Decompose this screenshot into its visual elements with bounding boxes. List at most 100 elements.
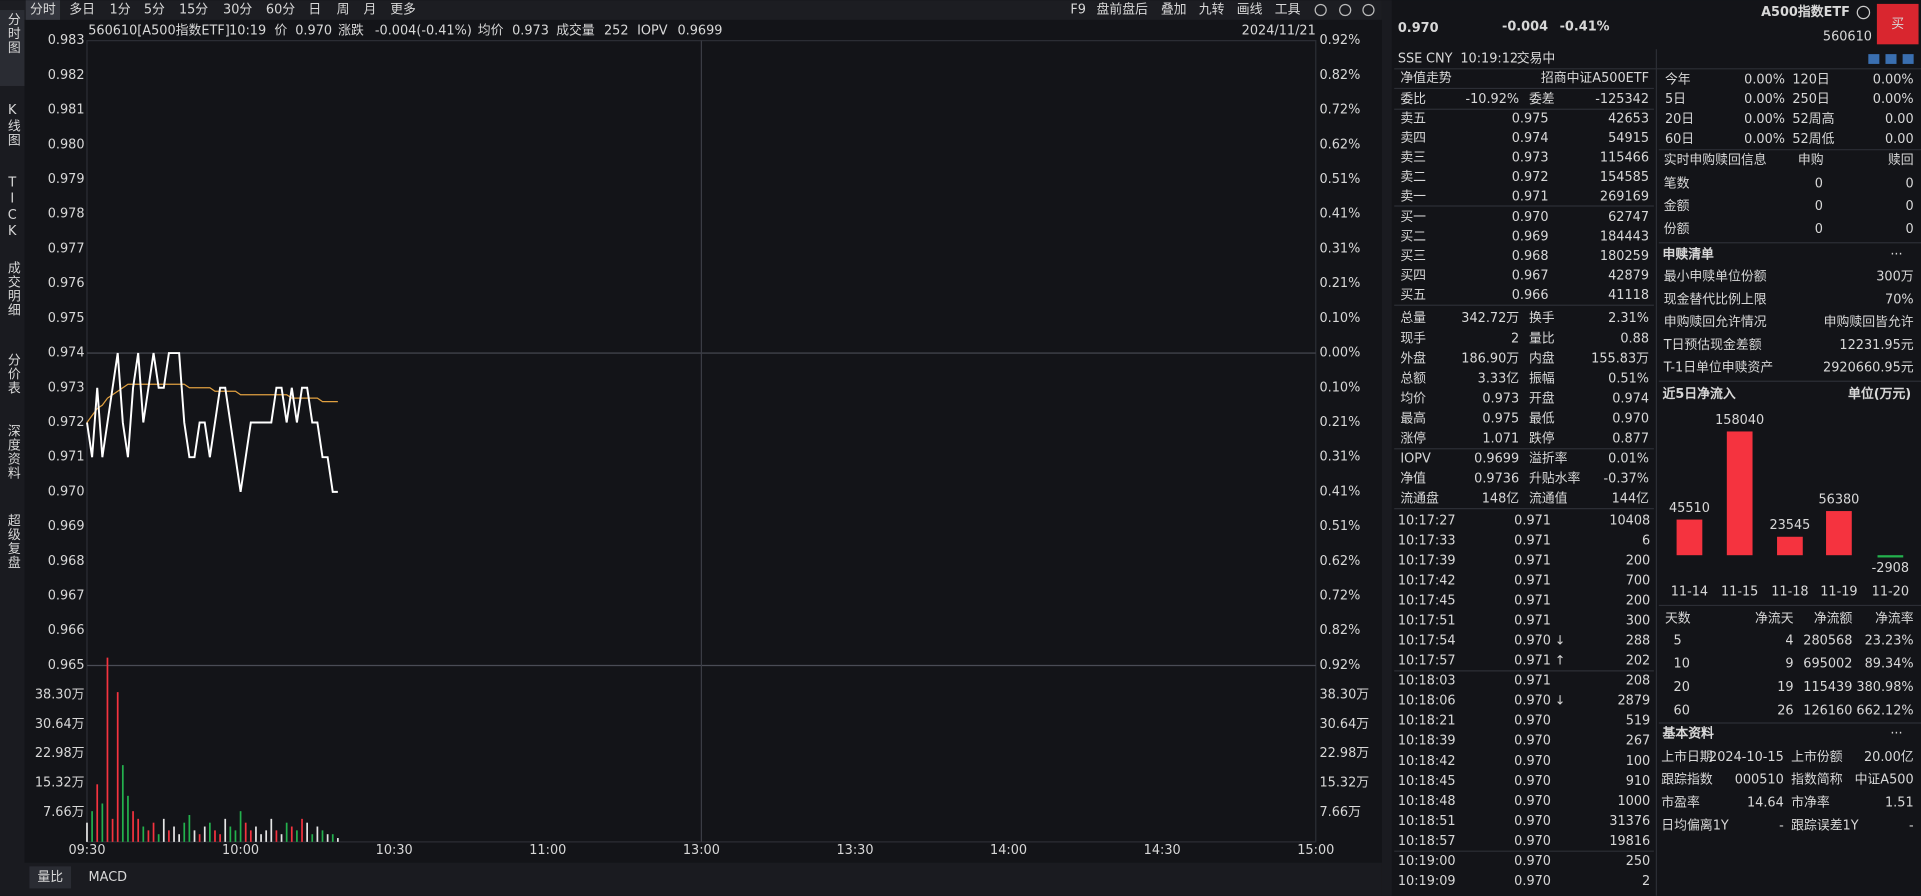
vol-tick-label: 38.30万 xyxy=(35,687,85,702)
stat-label: 内盘 xyxy=(1529,350,1555,366)
trade-price: 0.970 xyxy=(1514,814,1551,829)
sidebar-tab[interactable]: 分时图 xyxy=(5,12,20,54)
change-pct: -0.41% xyxy=(1560,20,1610,35)
trade-price: 0.970 xyxy=(1514,634,1551,649)
label: 上市份额 xyxy=(1791,749,1843,765)
time-tick-label: 11:00 xyxy=(529,843,566,858)
book-price: 0.975 xyxy=(1512,112,1549,127)
toolbar-button[interactable]: 日 xyxy=(308,3,321,18)
return-label: 120日 xyxy=(1792,72,1829,87)
trade-volume: 200 xyxy=(1626,594,1651,609)
sidebar-tab[interactable]: 分价表 xyxy=(5,353,20,395)
trade-time: 10:18:21 xyxy=(1398,714,1456,729)
flow-cell: 19 xyxy=(1777,680,1793,695)
sidebar-tab[interactable]: 成交明细 xyxy=(5,261,20,317)
value: 申购赎回皆允许 xyxy=(1824,314,1914,330)
trade-time: 10:17:51 xyxy=(1398,614,1456,629)
more-button[interactable]: ··· xyxy=(1890,248,1902,263)
stat-value: 0.877 xyxy=(1612,431,1649,446)
stat-label: 跌停 xyxy=(1529,430,1555,446)
chart-unit: 单位(万元) xyxy=(1848,386,1911,402)
stat-value: 2 xyxy=(1511,331,1519,346)
stat-label: 涨停 xyxy=(1400,430,1426,446)
meta-status: 交易中 xyxy=(1517,51,1556,67)
trade-time: 10:18:51 xyxy=(1398,814,1456,829)
sidebar-tab[interactable]: K线图 xyxy=(5,103,20,147)
vol-tick-label: 22.98万 xyxy=(1319,746,1369,761)
toolbar-button[interactable]: 分时 xyxy=(30,3,56,18)
toolbar-icon[interactable] xyxy=(1362,3,1375,17)
value: 0 xyxy=(1815,176,1823,191)
book-label: 卖二 xyxy=(1400,170,1426,185)
toolbar-button[interactable]: 5分 xyxy=(144,3,165,18)
label: 最小申赎单位份额 xyxy=(1664,270,1767,285)
toolbar-button[interactable]: 盘前盘后 xyxy=(1096,2,1148,18)
toolbar-button[interactable]: 1分 xyxy=(110,3,131,18)
book-label: 买三 xyxy=(1400,249,1426,264)
bar xyxy=(1726,431,1753,556)
trade-time: 10:17:27 xyxy=(1398,513,1456,528)
trade-volume: 6 xyxy=(1642,533,1650,548)
book-label: 卖三 xyxy=(1400,151,1426,166)
trade-price: 0.970 xyxy=(1514,734,1551,749)
trade-price: 0.970 xyxy=(1514,774,1551,789)
toolbar-button[interactable]: 更多 xyxy=(390,3,416,18)
toolbar-button[interactable]: 60分 xyxy=(266,3,295,18)
price-tick-label: 0.978 xyxy=(48,207,85,222)
pct-tick-label: 0.31% xyxy=(1319,450,1360,465)
trade-volume: 267 xyxy=(1626,734,1651,749)
price-tick-label: 0.976 xyxy=(48,276,85,291)
time-tick-label: 15:00 xyxy=(1297,843,1334,858)
value: 20.00亿 xyxy=(1864,750,1914,765)
price-tick-label: 0.969 xyxy=(48,519,85,534)
toolbar-button[interactable]: 工具 xyxy=(1275,3,1301,18)
pct-tick-label: 0.41% xyxy=(1319,484,1360,499)
sidebar-tab[interactable]: 超级复盘 xyxy=(5,514,20,570)
trade-arrow: ↑ xyxy=(1555,654,1566,669)
price-tick-label: 0.977 xyxy=(48,241,85,256)
info-icon xyxy=(1856,5,1871,20)
bottom-tab[interactable]: MACD xyxy=(89,870,128,885)
label: 日均偏离1Y xyxy=(1661,818,1729,834)
bottom-tab[interactable]: 量比 xyxy=(37,870,63,885)
toolbar-button[interactable]: F9 xyxy=(1070,3,1086,18)
trade-time: 10:17:54 xyxy=(1398,634,1456,649)
toolbar-button[interactable]: 叠加 xyxy=(1161,3,1187,18)
change: -0.004 xyxy=(1502,20,1548,35)
sidebar-tab[interactable]: TICK xyxy=(5,175,20,240)
time-tick-label: 09:30 xyxy=(68,843,105,858)
toolbar-button[interactable]: 九转 xyxy=(1199,3,1225,18)
value: 12231.95元 xyxy=(1839,338,1913,353)
quote-change: -0.004(-0.41%) xyxy=(375,23,472,38)
sidebar-tab[interactable]: 深度资料 xyxy=(5,424,20,480)
trade-volume: 19816 xyxy=(1609,834,1650,849)
book-volume: 54915 xyxy=(1608,131,1649,146)
toolbar-icon[interactable] xyxy=(1314,3,1327,17)
value: 000510 xyxy=(1735,773,1784,788)
toolbar-button[interactable]: 周 xyxy=(337,3,350,18)
time-tick-label: 10:00 xyxy=(222,843,259,858)
value: 0 xyxy=(1905,199,1913,214)
stat-label: 升贴水率 xyxy=(1529,470,1581,486)
quote-date: 2024/11/21 xyxy=(1242,23,1316,38)
flow-cell: 4 xyxy=(1785,633,1793,648)
quote-time: 10:19 xyxy=(229,23,266,38)
quote-price_label: 价 xyxy=(274,23,287,38)
more-button[interactable]: ··· xyxy=(1890,727,1902,742)
label: T-1日单位申赎资产 xyxy=(1663,361,1774,376)
trade-price: 0.970 xyxy=(1514,754,1551,769)
toolbar-button[interactable]: 月 xyxy=(364,3,377,18)
toolbar-button[interactable]: 15分 xyxy=(179,3,208,18)
toolbar-button[interactable]: 30分 xyxy=(223,3,252,18)
toolbar-button[interactable]: 画线 xyxy=(1237,3,1263,18)
buy-button-label[interactable]: 买 xyxy=(1891,17,1904,32)
toolbar-button[interactable]: 多日 xyxy=(69,3,95,18)
label: 申购赎回允许情况 xyxy=(1664,314,1767,330)
label: 笔数 xyxy=(1664,175,1690,191)
flow-cell: 280568 xyxy=(1803,633,1852,648)
toolbar-icon[interactable] xyxy=(1339,3,1352,17)
bar-value-label: 158040 xyxy=(1715,413,1764,428)
meta-exchange: SSE xyxy=(1398,52,1422,67)
stat-label: 现手 xyxy=(1400,331,1426,346)
